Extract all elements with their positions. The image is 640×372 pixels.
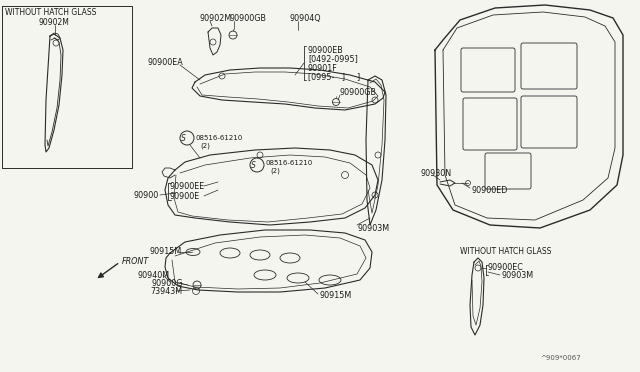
- Text: 90930N: 90930N: [421, 169, 452, 177]
- Text: (2): (2): [200, 143, 210, 149]
- Text: 90902M: 90902M: [200, 13, 232, 22]
- Text: FRONT: FRONT: [122, 257, 149, 266]
- Text: 90901F: 90901F: [308, 64, 338, 73]
- Text: WITHOUT HATCH GLASS: WITHOUT HATCH GLASS: [460, 247, 552, 257]
- Text: (2): (2): [270, 168, 280, 174]
- Text: [0492-0995]: [0492-0995]: [308, 55, 358, 64]
- Text: 90915M: 90915M: [320, 292, 352, 301]
- Text: 90900ED: 90900ED: [472, 186, 508, 195]
- Text: 90903M: 90903M: [502, 270, 534, 279]
- Text: 90900EC: 90900EC: [488, 263, 524, 273]
- Text: 73943M: 73943M: [150, 286, 182, 295]
- Text: 90904Q: 90904Q: [290, 13, 322, 22]
- Text: [0995-   ]: [0995- ]: [308, 73, 345, 81]
- Text: 90900E: 90900E: [170, 192, 200, 201]
- Text: 90900GB: 90900GB: [340, 87, 377, 96]
- Text: 90903M: 90903M: [358, 224, 390, 232]
- Text: S: S: [251, 160, 255, 170]
- Text: 90900GB: 90900GB: [230, 13, 267, 22]
- Text: 90900EE: 90900EE: [170, 182, 205, 190]
- Text: ^909*0067: ^909*0067: [540, 355, 580, 361]
- Text: S: S: [180, 134, 186, 142]
- Text: 08516-61210: 08516-61210: [196, 135, 243, 141]
- Text: 90900: 90900: [133, 190, 158, 199]
- Text: 90900G: 90900G: [152, 279, 184, 288]
- Text: 08516-61210: 08516-61210: [266, 160, 313, 166]
- Text: 90940M: 90940M: [137, 270, 169, 279]
- Text: 90915M: 90915M: [150, 247, 182, 257]
- Text: 90900EB: 90900EB: [308, 45, 344, 55]
- Text: WITHOUT HATCH GLASS: WITHOUT HATCH GLASS: [5, 7, 97, 16]
- Text: 90902M: 90902M: [38, 17, 69, 26]
- Text: ]: ]: [356, 73, 359, 81]
- Text: 90900EA: 90900EA: [148, 58, 184, 67]
